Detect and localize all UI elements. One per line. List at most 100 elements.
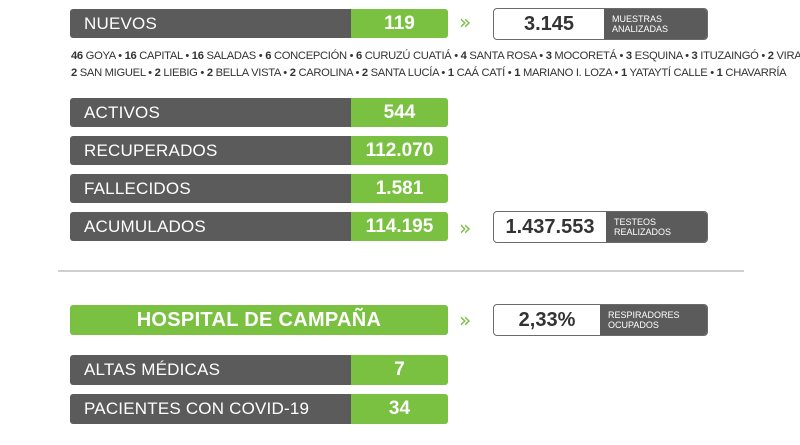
town-name: MOCORETÁ [551,50,617,62]
acumulados-value: 114.195 [351,212,448,241]
town-item: 2 LIEBIG [155,67,198,79]
bullet-separator: • [115,50,125,62]
hospital-title: HOSPITAL DE CAMPAÑA [70,305,448,335]
town-name: SAN MIGUEL [76,67,146,79]
town-name: CHAVARRÍA [722,67,787,79]
fallecidos-label: FALLECIDOS [70,174,351,203]
town-item: 1 YATAYTÍ CALLE [621,67,708,79]
town-name: LIEBIG [160,67,198,79]
bullet-separator: • [346,50,357,62]
town-name: GOYA [82,50,116,62]
town-item: 3 MOCORETÁ [546,50,617,62]
towns-line: 46 GOYA • 16 CAPITAL • 16 SALADAS • 6 CO… [71,48,800,65]
town-item: 3 ITUZAINGÓ [692,50,759,62]
respiradores-caption-1: RESPIRADORES [608,310,680,320]
town-name: SANTA LUCÍA [367,67,439,79]
town-item: 6 CURUZÚ CUATIÁ [356,50,452,62]
bullet-separator: • [182,50,192,62]
bullet-separator: • [255,50,266,62]
nuevos-label: NUEVOS [70,9,351,38]
bullet-separator: • [352,67,362,79]
town-count: 6 [356,50,362,62]
town-item: 1 CHAVARRÍA [717,67,787,79]
bullet-separator: • [616,50,626,62]
muestras-caption: MUESTRAS ANALIZADAS [604,9,707,39]
town-name: CONCEPCIÓN [271,50,347,62]
towns-breakdown: 46 GOYA • 16 CAPITAL • 16 SALADAS • 6 CO… [71,48,800,82]
town-name: MARIANO I. LOZA [520,67,612,79]
town-count: 6 [265,50,272,62]
town-name: VIRASORO [776,50,800,62]
town-name: CAPITAL [136,50,183,62]
town-item: 2 CAROLINA [290,67,353,79]
town-count: 3 [625,50,632,62]
town-count: 2 [71,67,77,79]
town-count: 1 [716,67,723,79]
town-item: 2 SANTA LUCÍA [362,67,439,79]
town-name: CAÁ CATÍ [453,67,506,79]
acumulados-label: ACUMULADOS [70,212,351,241]
testeos-caption-2: REALIZADOS [614,227,672,237]
bullet-separator: • [758,50,768,62]
pacientes-covid-value: 34 [351,394,448,424]
town-item: 1 CAÁ CATÍ [448,67,505,79]
town-name: BELLA VISTA [212,67,281,79]
recuperados-label: RECUPERADOS [70,136,351,165]
pacientes-covid-label: PACIENTES CON COVID-19 [70,394,351,424]
altas-medicas-label: ALTAS MÉDICAS [70,355,351,385]
town-item: 16 SALADAS [192,50,256,62]
bullet-separator: • [451,50,461,62]
town-item: 46 GOYA [71,50,116,62]
bullet-separator: • [707,67,717,79]
town-name: SANTA ROSA [466,50,537,62]
town-item: 16 CAPITAL [125,50,183,62]
fallecidos-value: 1.581 [351,174,448,203]
muestras-caption-1: MUESTRAS [612,14,663,24]
testeos-caption-1: TESTEOS [614,217,657,227]
town-count: 1 [447,67,454,79]
bullet-separator: • [197,67,207,79]
town-count: 2 [154,67,161,79]
chevron-right-icon: » [459,10,472,34]
bullet-separator: • [145,67,155,79]
town-name: ESQUINA [631,50,683,62]
respiradores-value: 2,33% [518,308,576,331]
muestras-caption-2: ANALIZADAS [612,24,669,34]
testeos-value: 1.437.553 [505,215,595,238]
town-count: 3 [691,50,698,62]
testeos-caption: TESTEOS REALIZADOS [606,212,707,242]
town-name: CAROLINA [295,67,353,79]
bullet-separator: • [438,67,448,79]
town-count: 1 [514,67,521,79]
respiradores-box: 2,33% RESPIRADORES OCUPADOS [493,304,708,336]
respiradores-caption: RESPIRADORES OCUPADOS [600,305,707,335]
testeos-box: 1.437.553 TESTEOS REALIZADOS [493,211,708,243]
town-count: 16 [191,50,204,62]
town-item: 2 SAN MIGUEL [71,67,146,79]
bullet-separator: • [682,50,692,62]
town-count: 2 [767,50,774,62]
town-item: 3 ESQUINA [625,50,683,62]
chevron-right-icon: » [459,216,472,240]
town-count: 3 [545,50,552,62]
town-name: CURUZÚ CUATIÁ [361,50,452,62]
towns-line: 2 SAN MIGUEL • 2 LIEBIG • 2 BELLA VISTA … [71,65,800,82]
town-name: SALADAS [203,50,256,62]
section-divider [58,270,744,272]
town-item: 4 SANTA ROSA [461,50,537,62]
nuevos-value: 119 [351,9,448,38]
town-count: 2 [361,67,368,79]
bullet-separator: • [611,67,621,79]
respiradores-caption-2: OCUPADOS [608,320,659,330]
town-count: 16 [124,50,137,62]
town-count: 2 [206,67,213,79]
town-count: 4 [460,50,467,62]
town-item: 2 VIRASORO [768,50,800,62]
bullet-separator: • [504,67,515,79]
town-count: 46 [71,50,83,62]
town-item: 2 BELLA VISTA [207,67,281,79]
muestras-value: 3.145 [523,12,575,35]
recuperados-value: 112.070 [351,136,448,165]
chevron-right-icon: » [459,308,472,332]
town-count: 1 [620,67,627,79]
